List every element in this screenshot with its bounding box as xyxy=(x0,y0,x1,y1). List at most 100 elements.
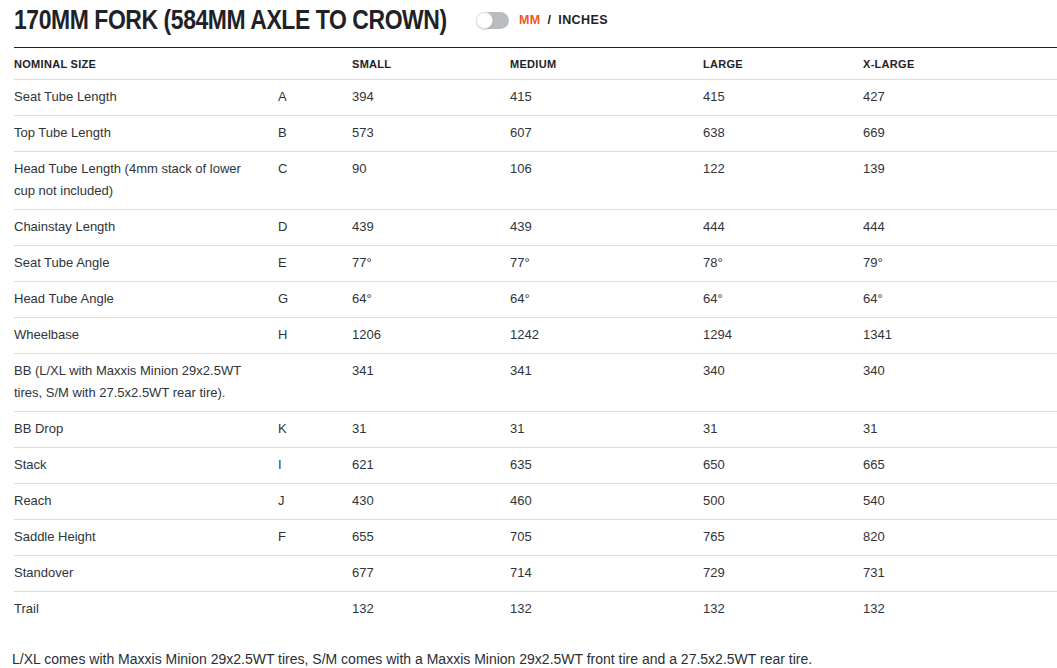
row-label: Head Tube Angle xyxy=(14,282,278,318)
value-large: 31 xyxy=(703,412,863,448)
row-label: BB (L/XL with Maxxis Minion 29x2.5WT tir… xyxy=(14,354,278,412)
value-x-large: 1341 xyxy=(863,318,1057,354)
value-x-large: 665 xyxy=(863,448,1057,484)
mm-inches-toggle[interactable] xyxy=(477,12,509,29)
value-medium: 341 xyxy=(510,354,703,412)
row-label: Trail xyxy=(14,592,278,628)
value-small: 341 xyxy=(352,354,510,412)
value-large: 78° xyxy=(703,246,863,282)
value-x-large: 132 xyxy=(863,592,1057,628)
row-letter xyxy=(278,556,352,592)
row-label: Standover xyxy=(14,556,278,592)
value-x-large: 64° xyxy=(863,282,1057,318)
row-letter: D xyxy=(278,210,352,246)
value-medium: 714 xyxy=(510,556,703,592)
value-large: 340 xyxy=(703,354,863,412)
value-medium: 705 xyxy=(510,520,703,556)
value-small: 655 xyxy=(352,520,510,556)
row-letter: I xyxy=(278,448,352,484)
value-medium: 460 xyxy=(510,484,703,520)
value-large: 64° xyxy=(703,282,863,318)
table-row: Saddle Height F 655 705 765 820 xyxy=(14,520,1057,556)
value-x-large: 731 xyxy=(863,556,1057,592)
unit-label-separator: / xyxy=(548,13,552,27)
row-label: BB Drop xyxy=(14,412,278,448)
table-row: Head Tube Angle G 64° 64° 64° 64° xyxy=(14,282,1057,318)
value-small: 90 xyxy=(352,152,510,210)
row-letter: F xyxy=(278,520,352,556)
column-header-nominal-size: NOMINAL SIZE xyxy=(14,48,278,80)
row-label: Chainstay Length xyxy=(14,210,278,246)
row-letter: C xyxy=(278,152,352,210)
geometry-page: 170MM FORK (584MM AXLE TO CROWN) MM / IN… xyxy=(0,0,1057,667)
table-row: Trail 132 132 132 132 xyxy=(14,592,1057,628)
row-label: Wheelbase xyxy=(14,318,278,354)
value-small: 621 xyxy=(352,448,510,484)
row-label: Top Tube Length xyxy=(14,116,278,152)
value-large: 1294 xyxy=(703,318,863,354)
value-large: 765 xyxy=(703,520,863,556)
table-row: Reach J 430 460 500 540 xyxy=(14,484,1057,520)
row-label: Seat Tube Angle xyxy=(14,246,278,282)
value-x-large: 139 xyxy=(863,152,1057,210)
value-medium: 439 xyxy=(510,210,703,246)
unit-label-mm: MM xyxy=(519,13,541,27)
value-x-large: 31 xyxy=(863,412,1057,448)
value-x-large: 820 xyxy=(863,520,1057,556)
table-row: BB (L/XL with Maxxis Minion 29x2.5WT tir… xyxy=(14,354,1057,412)
value-small: 430 xyxy=(352,484,510,520)
value-medium: 607 xyxy=(510,116,703,152)
row-label: Seat Tube Length xyxy=(14,80,278,116)
value-small: 573 xyxy=(352,116,510,152)
value-small: 677 xyxy=(352,556,510,592)
page-header: 170MM FORK (584MM AXLE TO CROWN) MM / IN… xyxy=(14,6,1057,34)
row-letter: B xyxy=(278,116,352,152)
row-letter xyxy=(278,354,352,412)
row-letter: E xyxy=(278,246,352,282)
tire-spec-footnote: L/XL comes with Maxxis Minion 29x2.5WT t… xyxy=(12,651,1057,667)
row-letter: K xyxy=(278,412,352,448)
value-x-large: 427 xyxy=(863,80,1057,116)
geometry-table-body: Seat Tube Length A 394 415 415 427 Top T… xyxy=(14,80,1057,628)
value-small: 394 xyxy=(352,80,510,116)
value-medium: 1242 xyxy=(510,318,703,354)
value-medium: 415 xyxy=(510,80,703,116)
table-row: BB Drop K 31 31 31 31 xyxy=(14,412,1057,448)
value-large: 650 xyxy=(703,448,863,484)
column-header-letter xyxy=(278,48,352,80)
value-medium: 132 xyxy=(510,592,703,628)
table-row: Head Tube Length (4mm stack of lower cup… xyxy=(14,152,1057,210)
row-letter xyxy=(278,592,352,628)
unit-toggle-group: MM / INCHES xyxy=(477,12,608,29)
row-letter: J xyxy=(278,484,352,520)
value-x-large: 669 xyxy=(863,116,1057,152)
column-header-x-large: X-LARGE xyxy=(863,48,1057,80)
row-letter: G xyxy=(278,282,352,318)
value-large: 729 xyxy=(703,556,863,592)
value-large: 444 xyxy=(703,210,863,246)
value-large: 500 xyxy=(703,484,863,520)
value-small: 64° xyxy=(352,282,510,318)
row-label: Saddle Height xyxy=(14,520,278,556)
value-x-large: 444 xyxy=(863,210,1057,246)
value-small: 439 xyxy=(352,210,510,246)
value-x-large: 79° xyxy=(863,246,1057,282)
value-large: 132 xyxy=(703,592,863,628)
table-row: Top Tube Length B 573 607 638 669 xyxy=(14,116,1057,152)
toggle-knob-icon xyxy=(476,12,493,29)
value-small: 77° xyxy=(352,246,510,282)
table-row: Seat Tube Length A 394 415 415 427 xyxy=(14,80,1057,116)
row-letter: H xyxy=(278,318,352,354)
row-label: Reach xyxy=(14,484,278,520)
value-large: 638 xyxy=(703,116,863,152)
table-row: Stack I 621 635 650 665 xyxy=(14,448,1057,484)
row-label: Stack xyxy=(14,448,278,484)
table-row: Chainstay Length D 439 439 444 444 xyxy=(14,210,1057,246)
value-large: 122 xyxy=(703,152,863,210)
unit-label-inches: INCHES xyxy=(558,13,608,27)
geometry-table: NOMINAL SIZE SMALL MEDIUM LARGE X-LARGE … xyxy=(14,47,1057,627)
value-x-large: 540 xyxy=(863,484,1057,520)
value-small: 132 xyxy=(352,592,510,628)
value-large: 415 xyxy=(703,80,863,116)
column-header-medium: MEDIUM xyxy=(510,48,703,80)
